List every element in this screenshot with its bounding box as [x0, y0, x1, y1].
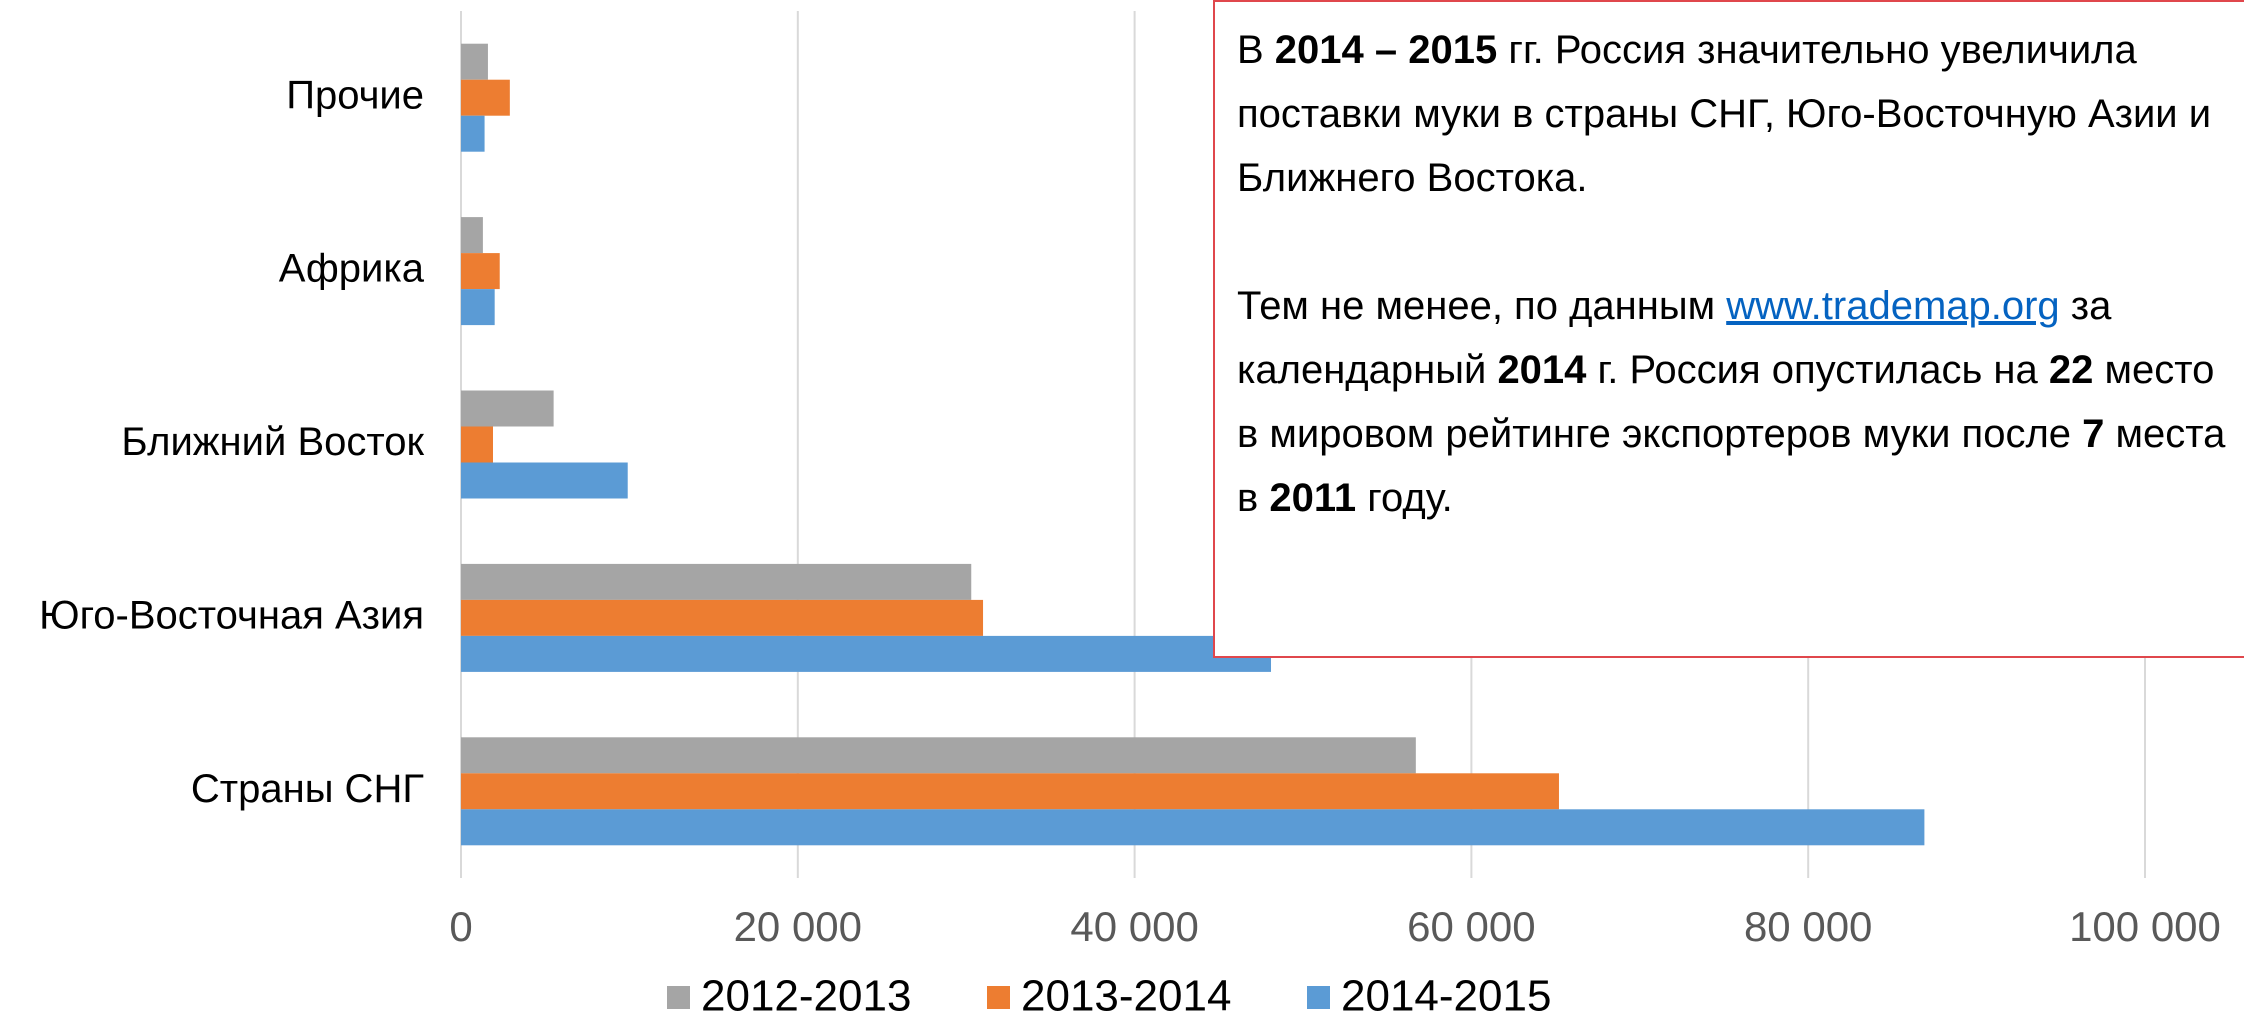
x-tick-label: 80 000: [1744, 903, 1872, 950]
annotation-text: Тем не менее, по данным: [1237, 284, 1727, 328]
annotation-text: 2011: [1269, 476, 1357, 520]
legend-label: 2012-2013: [701, 972, 911, 1021]
bar: [461, 79, 510, 116]
x-tick-label: 0: [449, 903, 472, 950]
annotation-text: году.: [1356, 476, 1453, 520]
y-tick-label: Прочие: [286, 73, 424, 117]
x-tick-label: 40 000: [1070, 903, 1198, 950]
bar: [461, 426, 493, 463]
y-tick-label: Африка: [279, 247, 425, 291]
bar: [461, 462, 628, 499]
y-tick-label: Юго-Восточная Азия: [39, 593, 424, 637]
y-tick-label: Ближний Восток: [121, 420, 424, 464]
annotation-text: 7: [2082, 412, 2105, 456]
bar: [461, 217, 483, 254]
bar: [461, 773, 1559, 810]
legend-swatch: [1307, 986, 1330, 1009]
annotation-text: 2014: [1497, 348, 1587, 392]
annotation-text: гг. Россия значительно увеличила поставк…: [1237, 28, 2212, 200]
link[interactable]: www.trademap.org: [1726, 284, 2060, 328]
annotation-text: 22: [2048, 348, 2094, 392]
bar: [461, 599, 984, 636]
x-tick-label: 20 000: [734, 903, 862, 950]
bar: [461, 737, 1416, 774]
annotation-paragraph: Тем не менее, по данным www.trademap.org…: [1237, 274, 2234, 530]
legend-swatch: [987, 986, 1010, 1009]
x-tick-label: 100 000: [2069, 903, 2221, 950]
annotation-text: за календарный: [1237, 284, 2112, 392]
bar: [461, 289, 495, 326]
annotation-box: В 2014 – 2015 гг. Россия значительно уве…: [1213, 0, 2244, 658]
x-tick-label: 60 000: [1407, 903, 1535, 950]
annotation-text: г. Россия опустилась на: [1586, 348, 2049, 392]
annotation-paragraph: В 2014 – 2015 гг. Россия значительно уве…: [1237, 18, 2234, 210]
y-tick-label: Страны СНГ: [191, 767, 424, 811]
bar: [461, 253, 500, 290]
bar: [461, 115, 485, 152]
annotation-text: место в мировом рейтинге экспортеров мук…: [1237, 348, 2215, 456]
legend-swatch: [667, 986, 690, 1009]
annotation-text: В: [1237, 28, 1275, 72]
bar: [461, 390, 554, 427]
legend-label: 2014-2015: [1341, 972, 1551, 1021]
bar: [461, 43, 488, 80]
bar: [461, 635, 1272, 672]
legend-label: 2013-2014: [1021, 972, 1231, 1021]
bar: [461, 563, 972, 600]
bar: [461, 809, 1925, 846]
annotation-text: 2014 – 2015: [1274, 28, 1498, 72]
annotation-text: места в: [1237, 412, 2226, 520]
